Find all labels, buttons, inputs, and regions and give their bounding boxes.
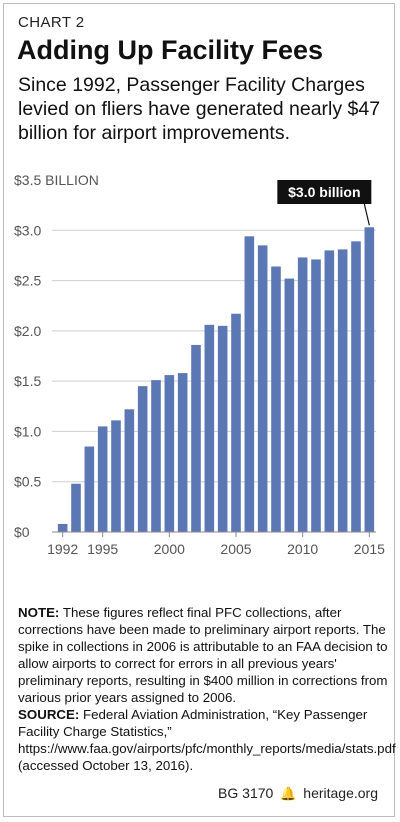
bar — [97, 426, 108, 532]
bar — [164, 375, 175, 532]
bar — [137, 386, 148, 532]
annotation-box — [277, 180, 372, 204]
chart-title: Adding Up Facility Fees — [17, 35, 324, 65]
note-label: NOTE: — [18, 605, 60, 620]
y-tick-label: $0 — [14, 524, 30, 540]
bar — [124, 409, 135, 532]
source-text: Federal Aviation Administration, “Key Pa… — [18, 707, 396, 773]
bar — [191, 344, 201, 532]
bar — [364, 227, 375, 533]
bar — [337, 249, 348, 532]
y-tick-label: $1.5 — [14, 373, 41, 389]
bar — [351, 241, 361, 532]
bar — [257, 245, 268, 532]
bar — [311, 259, 321, 532]
y-tick-label: $2.5 — [14, 273, 41, 289]
bar — [177, 373, 188, 532]
x-tick-label: 2015 — [354, 541, 385, 557]
bar — [324, 250, 335, 532]
bar — [151, 380, 161, 532]
bar — [231, 313, 241, 532]
bar — [244, 236, 255, 532]
chart-number-label: CHART 2 — [18, 14, 85, 31]
bar — [84, 446, 95, 532]
footer-site: heritage.org — [303, 785, 378, 801]
footer-code: BG 3170 — [218, 785, 274, 801]
bar — [271, 266, 281, 532]
y-tick-label: $3.0 — [14, 222, 41, 238]
bar — [57, 523, 68, 532]
x-tick-label: 2005 — [220, 541, 251, 557]
y-tick-label: $0.5 — [14, 474, 41, 490]
y-tick-label: $1.0 — [14, 423, 41, 439]
source-paragraph: SOURCE: Federal Aviation Administration,… — [18, 706, 396, 774]
bar — [111, 420, 121, 532]
note-text: These figures reflect final PFC collecti… — [18, 605, 388, 705]
y-unit-label: $3.5 BILLION — [14, 172, 99, 188]
chart-frame — [3, 3, 395, 817]
chart-subtitle: Since 1992, Passenger Facility Charges l… — [18, 74, 381, 144]
bar — [71, 483, 81, 532]
note-paragraph: NOTE: These figures reflect final PFC co… — [18, 604, 390, 706]
bar-chart: $3.5 BILLION $0 $0.5 $1.0 $1.5 $2.0 $2.5 $3.0 19… — [14, 172, 385, 557]
bar — [204, 324, 215, 532]
x-tick-label: 2000 — [154, 541, 185, 557]
liberty-bell-icon: 🔔 — [280, 786, 297, 801]
source-label: SOURCE: — [18, 707, 80, 722]
bar — [217, 325, 228, 532]
y-tick-label: $2.0 — [14, 323, 41, 339]
x-tick-label: 2010 — [287, 541, 318, 557]
x-tick-label: 1992 — [47, 541, 78, 557]
bar — [297, 257, 308, 532]
notes-block: NOTE: These figures reflect final PFC co… — [18, 604, 396, 774]
annotation-label: $3.0 billion — [288, 184, 360, 200]
bar — [284, 278, 295, 532]
annotation-pointer — [363, 203, 370, 226]
x-tick-label: 1995 — [87, 541, 118, 557]
footer: BG 3170 🔔 heritage.org — [218, 785, 378, 802]
